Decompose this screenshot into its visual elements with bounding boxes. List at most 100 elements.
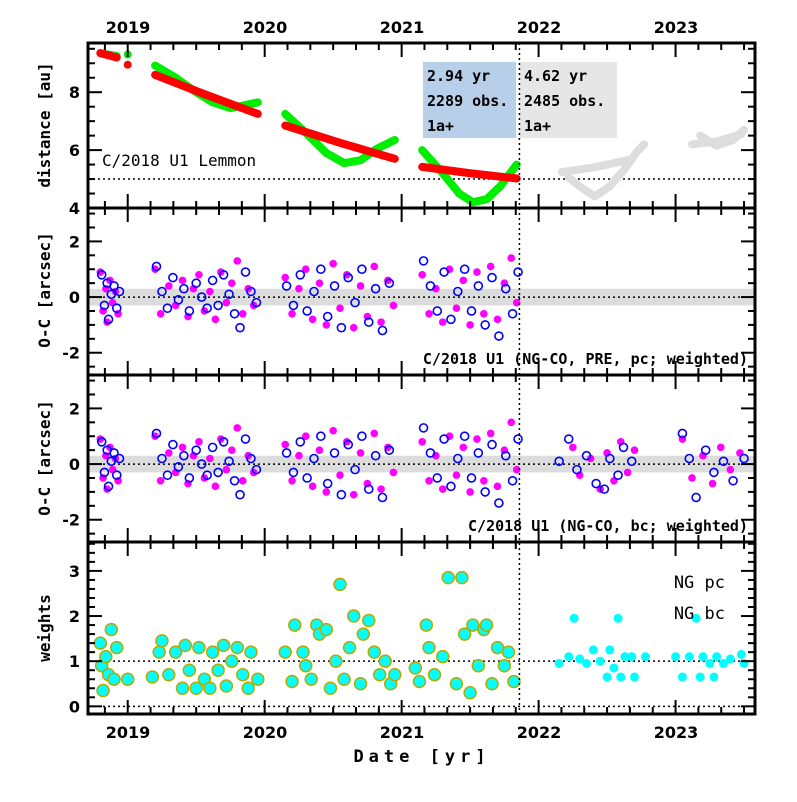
data-point-weight — [455, 570, 469, 585]
data-point — [554, 658, 564, 668]
panel-1: 4 6 8 — [69, 41, 757, 218]
data-point-open — [709, 467, 719, 478]
data-point-open — [202, 303, 212, 314]
data-point — [613, 613, 623, 623]
y-tick-label: 0 — [69, 288, 80, 307]
info-box-line: 1a+ — [427, 117, 454, 135]
data-point-weight — [346, 609, 361, 623]
data-point — [512, 465, 521, 474]
top-tick-label: 2020 — [243, 18, 288, 37]
data-point-weight — [319, 622, 334, 637]
data-point-weight — [96, 683, 110, 698]
data-point-open — [728, 475, 738, 486]
data-point-open — [96, 436, 107, 447]
data-point-open — [103, 481, 114, 492]
y-tick-label: -2 — [62, 511, 80, 530]
data-point-open — [418, 256, 429, 266]
data-point-open — [106, 456, 117, 467]
data-point-weight — [435, 649, 450, 664]
data-point-open — [452, 286, 463, 297]
comet-name-annotation: C/2018 U1 Lemmon — [102, 151, 256, 170]
data-point-weight — [236, 667, 250, 682]
data-point — [473, 435, 481, 443]
data-point — [620, 652, 630, 662]
data-point-open — [151, 428, 162, 439]
data-point — [336, 471, 344, 480]
data-point-open — [343, 439, 354, 450]
data-point-weight — [299, 658, 313, 673]
data-point — [486, 429, 495, 438]
data-point-weight — [216, 638, 231, 653]
data-point-open — [500, 283, 511, 294]
x-axis-label: Date [yr] — [353, 747, 490, 767]
data-point-open — [494, 331, 504, 341]
data-point-open — [480, 320, 490, 330]
data-point-weight — [93, 636, 108, 650]
data-point — [582, 658, 592, 668]
data-point — [356, 449, 365, 457]
data-point-open — [207, 275, 218, 286]
data-point-open — [157, 286, 167, 297]
y-tick-label: 2 — [69, 232, 80, 251]
data-point-open — [487, 272, 497, 283]
top-year-labels: 2019 2020 2021 2022 2023 — [106, 18, 699, 37]
data-point-weight — [203, 681, 217, 696]
data-point-open — [173, 462, 184, 472]
data-point-weight — [408, 661, 423, 675]
data-point-open — [288, 300, 299, 311]
data-point-open — [599, 484, 610, 494]
data-point-open — [235, 322, 245, 333]
data-point-open — [224, 456, 234, 467]
data-point — [370, 262, 379, 271]
panel-annotation-bc: C/2018 U1 (NG-CO, bc; weighted) — [468, 517, 748, 535]
data-point — [459, 443, 468, 452]
data-point-open — [507, 308, 518, 319]
x-tick-label: 2020 — [243, 723, 288, 742]
data-point-open — [111, 303, 122, 314]
data-point-open — [618, 442, 629, 453]
data-point-weight — [367, 645, 381, 659]
data-point-weight — [219, 679, 234, 693]
data-point — [165, 449, 173, 457]
data-point — [370, 429, 379, 438]
data-point-open — [452, 453, 463, 464]
data-point — [377, 318, 385, 326]
data-point-weight — [441, 570, 455, 585]
data-point-open — [473, 281, 484, 291]
data-point-open — [459, 264, 470, 275]
data-point-open — [207, 442, 218, 453]
data-point-open — [251, 297, 262, 308]
data-point-open — [613, 470, 623, 481]
data-point-open — [329, 281, 340, 291]
x-tick-label: 2021 — [380, 723, 425, 742]
data-point — [418, 438, 426, 446]
data-point-weight — [244, 645, 258, 659]
data-point-open — [309, 453, 319, 464]
data-point-weight — [175, 681, 190, 696]
data-point-open — [240, 434, 251, 444]
data-point-open — [309, 286, 319, 297]
data-point — [233, 257, 242, 265]
data-point — [630, 446, 639, 454]
data-point-weight — [241, 681, 255, 696]
legend-ng-pc: NG pc — [674, 573, 725, 593]
data-point-open — [480, 487, 490, 497]
data-point-weight — [182, 663, 197, 677]
data-point-open — [114, 453, 125, 464]
data-point — [671, 652, 681, 662]
info-box-total: 4.62 yr 2485 obs. 1a+ — [520, 62, 617, 138]
info-box-background — [423, 62, 516, 138]
top-tick-label: 2019 — [106, 18, 151, 37]
data-point — [507, 418, 516, 427]
data-point-open — [466, 306, 477, 316]
data-point — [329, 426, 337, 435]
data-point-weight — [388, 667, 402, 682]
data-point-open — [377, 325, 388, 336]
data-point-open — [581, 450, 592, 461]
data-point-weight — [507, 674, 521, 689]
data-point-open — [295, 269, 306, 280]
info-box-line: 1a+ — [524, 117, 551, 135]
data-point — [156, 309, 165, 318]
y-tick-label: 4 — [69, 199, 80, 218]
